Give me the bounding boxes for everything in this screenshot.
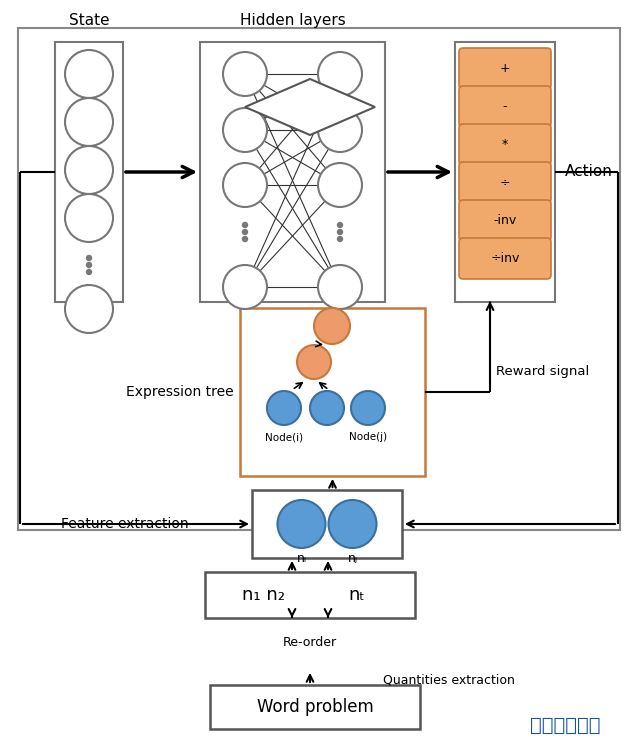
FancyBboxPatch shape bbox=[459, 124, 551, 165]
Text: Word problem: Word problem bbox=[257, 698, 373, 716]
Text: 马上收录导航: 马上收录导航 bbox=[530, 716, 600, 735]
Text: Re-order: Re-order bbox=[283, 635, 337, 649]
Bar bbox=[240, 308, 425, 476]
Bar bbox=[205, 572, 415, 618]
Text: *: * bbox=[502, 138, 508, 151]
Bar bbox=[18, 28, 620, 530]
Circle shape bbox=[318, 108, 362, 152]
FancyBboxPatch shape bbox=[459, 200, 551, 241]
Circle shape bbox=[65, 285, 113, 333]
Circle shape bbox=[337, 222, 342, 228]
Circle shape bbox=[314, 308, 350, 344]
Bar bbox=[55, 42, 123, 302]
Text: -inv: -inv bbox=[493, 214, 516, 227]
Circle shape bbox=[86, 270, 92, 274]
Text: nᵢ: nᵢ bbox=[296, 552, 307, 565]
Text: Quantities extraction: Quantities extraction bbox=[383, 673, 515, 687]
Polygon shape bbox=[245, 79, 375, 135]
Circle shape bbox=[318, 265, 362, 309]
Text: +: + bbox=[500, 62, 510, 75]
Bar bbox=[455, 42, 555, 302]
Circle shape bbox=[267, 391, 301, 425]
FancyBboxPatch shape bbox=[459, 48, 551, 89]
Text: Expression tree: Expression tree bbox=[126, 385, 234, 399]
Circle shape bbox=[65, 194, 113, 242]
Circle shape bbox=[86, 255, 92, 261]
Circle shape bbox=[337, 229, 342, 234]
Bar bbox=[210, 685, 420, 729]
Circle shape bbox=[223, 108, 267, 152]
Circle shape bbox=[278, 500, 326, 548]
Circle shape bbox=[223, 52, 267, 96]
Circle shape bbox=[310, 391, 344, 425]
Text: ÷: ÷ bbox=[500, 176, 510, 189]
Text: Action: Action bbox=[565, 165, 613, 180]
FancyBboxPatch shape bbox=[459, 162, 551, 203]
Circle shape bbox=[337, 237, 342, 241]
Circle shape bbox=[65, 50, 113, 98]
Text: Node(i): Node(i) bbox=[265, 432, 303, 442]
Circle shape bbox=[243, 237, 248, 241]
Circle shape bbox=[223, 265, 267, 309]
Text: Hidden layers: Hidden layers bbox=[239, 13, 346, 28]
Circle shape bbox=[318, 163, 362, 207]
Bar bbox=[252, 490, 402, 558]
Text: State: State bbox=[68, 13, 109, 28]
Text: nⱼ: nⱼ bbox=[348, 552, 358, 565]
Circle shape bbox=[65, 98, 113, 146]
Text: Reward signal: Reward signal bbox=[496, 366, 589, 378]
Circle shape bbox=[243, 222, 248, 228]
Text: Node(j): Node(j) bbox=[349, 432, 387, 442]
Text: ÷inv: ÷inv bbox=[490, 252, 520, 265]
Circle shape bbox=[318, 52, 362, 96]
Circle shape bbox=[65, 146, 113, 194]
Bar bbox=[200, 42, 385, 302]
Circle shape bbox=[297, 345, 331, 379]
Text: Feature extraction: Feature extraction bbox=[61, 517, 189, 531]
Circle shape bbox=[328, 500, 376, 548]
Circle shape bbox=[351, 391, 385, 425]
Circle shape bbox=[86, 262, 92, 267]
FancyBboxPatch shape bbox=[459, 86, 551, 127]
Circle shape bbox=[223, 163, 267, 207]
Text: -: - bbox=[503, 100, 508, 113]
FancyBboxPatch shape bbox=[459, 238, 551, 279]
Text: n₁ n₂: n₁ n₂ bbox=[243, 586, 285, 604]
Text: nₜ: nₜ bbox=[348, 586, 365, 604]
Circle shape bbox=[243, 229, 248, 234]
